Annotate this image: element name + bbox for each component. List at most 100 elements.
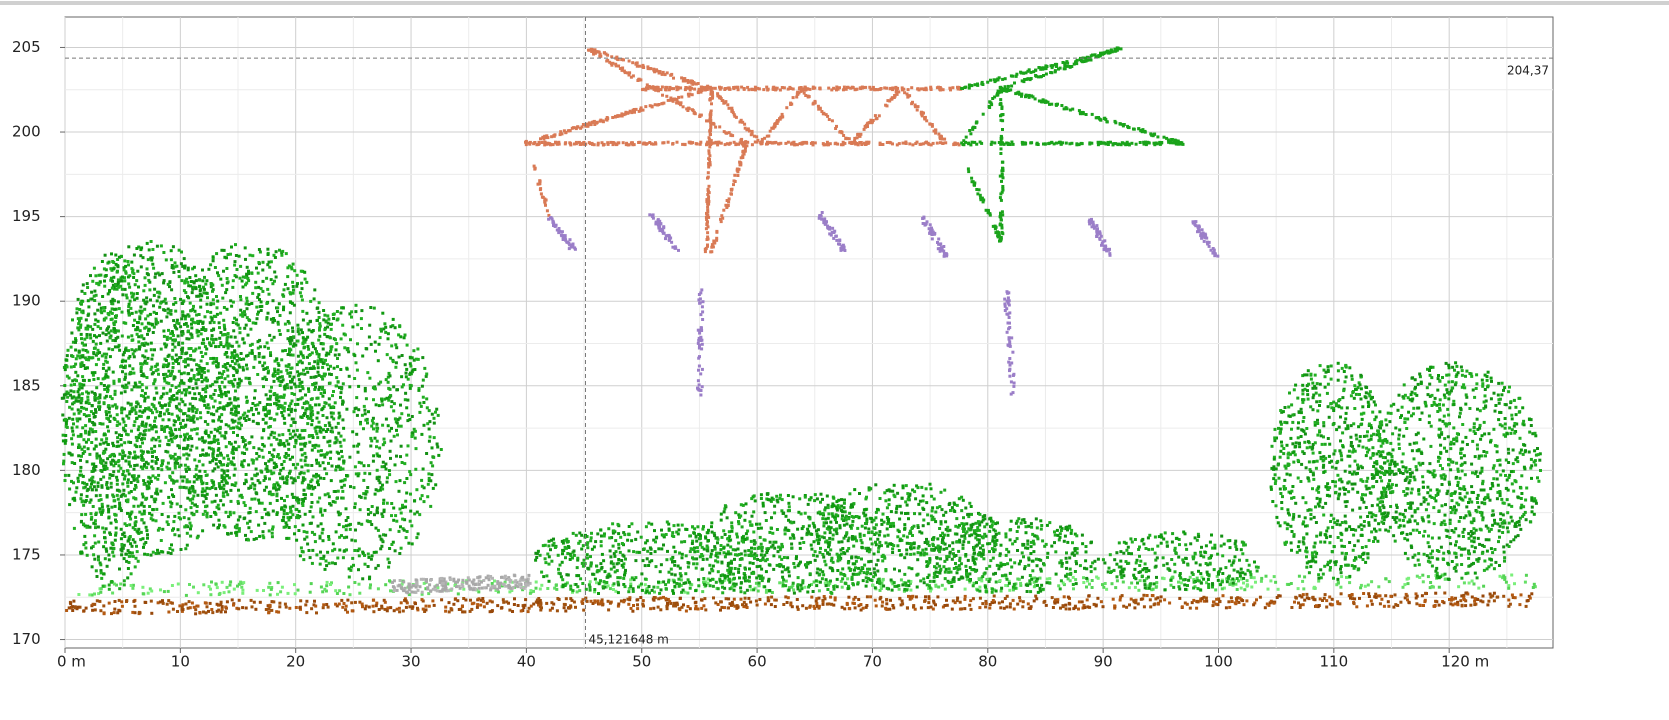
point [156,245,159,248]
point [301,342,304,345]
point [175,397,178,400]
point [1375,596,1378,599]
point [220,434,223,437]
point [341,403,344,406]
point [230,402,233,405]
point [801,604,804,607]
point [93,299,96,302]
point [159,588,162,591]
point [951,608,954,611]
point [195,295,198,298]
point [1027,602,1030,605]
point [218,321,221,324]
point [1265,575,1268,578]
point [607,584,610,587]
point [318,322,321,325]
point [193,606,196,609]
point [509,587,512,590]
point [233,378,236,381]
point [186,418,189,421]
point [115,527,118,530]
point [1290,606,1293,609]
point [151,323,154,326]
point [299,599,302,602]
point [326,416,329,419]
point [144,601,147,604]
point [300,459,303,462]
point [173,437,176,440]
point [300,381,303,384]
point [291,392,294,395]
point [132,600,135,603]
point [133,319,136,322]
point [383,438,386,441]
point [174,261,177,264]
point [286,495,289,498]
point [155,552,158,555]
point [129,542,132,545]
point [329,583,332,586]
point [319,551,322,554]
point [262,418,265,421]
point [1046,578,1049,581]
point [177,417,180,420]
point [582,609,585,612]
point [248,418,251,421]
point [943,604,946,607]
y-tick-label: 190 [12,292,41,310]
y-tick-label: 175 [12,545,41,563]
point [295,439,298,442]
point [81,426,84,429]
point [1056,598,1059,601]
point [356,342,359,345]
point [792,588,795,591]
point [415,586,418,589]
point [273,380,276,383]
point [941,584,944,587]
point [786,601,789,604]
point [195,379,198,382]
point [539,609,542,612]
point [296,370,299,373]
point [292,292,295,295]
point [866,595,869,598]
point [1033,577,1036,580]
point [248,377,251,380]
point [483,586,486,589]
point [116,611,119,614]
point [382,461,385,464]
point [797,608,800,611]
point [241,436,244,439]
point [266,410,269,413]
point [183,267,186,270]
point [127,282,130,285]
point [1242,582,1245,585]
point [166,409,169,412]
point [423,424,426,427]
point [192,387,195,390]
point [756,604,759,607]
point [1143,605,1146,608]
point [152,331,155,334]
point [278,434,281,437]
point [988,607,991,610]
point [233,588,236,591]
point [121,605,124,608]
point [165,258,168,261]
point [217,519,220,522]
point [238,345,241,348]
point [173,297,176,300]
point [1427,575,1430,578]
point [229,364,232,367]
point [277,400,280,403]
point [342,307,345,310]
point [920,606,923,609]
point [138,611,141,614]
point [241,496,244,499]
point [425,605,428,608]
point [321,366,324,369]
point [366,421,369,424]
point [1370,580,1373,583]
point [288,414,291,417]
point [254,281,257,284]
